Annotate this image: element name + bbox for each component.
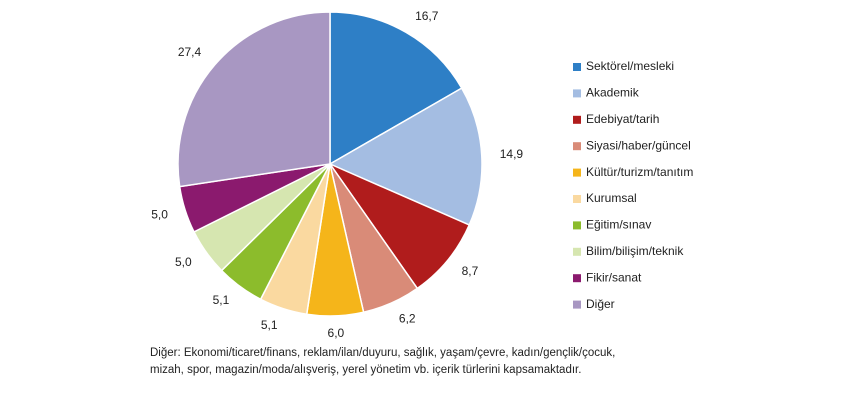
- data-label: 5,0: [151, 207, 168, 221]
- pie-slice: [329, 11, 463, 166]
- data-label: 5,0: [175, 255, 192, 269]
- data-label: 6,2: [399, 312, 416, 326]
- pie-slice: [328, 87, 483, 226]
- legend-swatch: [573, 89, 581, 98]
- legend-label: Kültür/turizm/tanıtım: [586, 165, 693, 179]
- legend-label: Bilim/bilişim/teknik: [586, 244, 684, 258]
- legend-swatch: [573, 195, 581, 203]
- legend-label: Akademik: [586, 86, 640, 100]
- legend-label: Siyasi/haber/güncel: [586, 138, 691, 152]
- legend-label: Diğer: [586, 297, 615, 311]
- legend-label: Edebiyat/tarih: [586, 112, 659, 126]
- footnote: Diğer: Ekonomi/ticaret/finans, reklam/il…: [150, 347, 615, 359]
- data-label: 16,7: [415, 9, 439, 23]
- legend-swatch: [573, 115, 581, 124]
- pie-slice: [177, 11, 331, 188]
- legend-swatch: [573, 168, 581, 177]
- legend-swatch: [573, 247, 581, 256]
- pie-slice: [327, 162, 471, 290]
- legend-swatch: [573, 221, 581, 230]
- legend-swatch: [573, 142, 581, 151]
- data-label: 8,7: [462, 264, 479, 278]
- data-label: 5,1: [213, 293, 230, 307]
- legend-label: Eğitim/sınav: [586, 218, 651, 232]
- data-label: 14,9: [500, 147, 524, 161]
- legend-swatch: [573, 300, 581, 309]
- footnote: mizah, spor, magazin/moda/alışveriş, yer…: [150, 364, 581, 376]
- legend-swatch: [573, 63, 581, 71]
- data-label: 6,0: [328, 326, 345, 340]
- data-label: 27,4: [178, 45, 202, 59]
- legend-label: Sektörel/mesleki: [586, 59, 674, 73]
- legend-swatch: [573, 274, 581, 283]
- legend-label: Fikir/sanat: [586, 270, 642, 284]
- data-label: 5,1: [261, 318, 278, 332]
- legend-label: Kurumsal: [586, 191, 637, 205]
